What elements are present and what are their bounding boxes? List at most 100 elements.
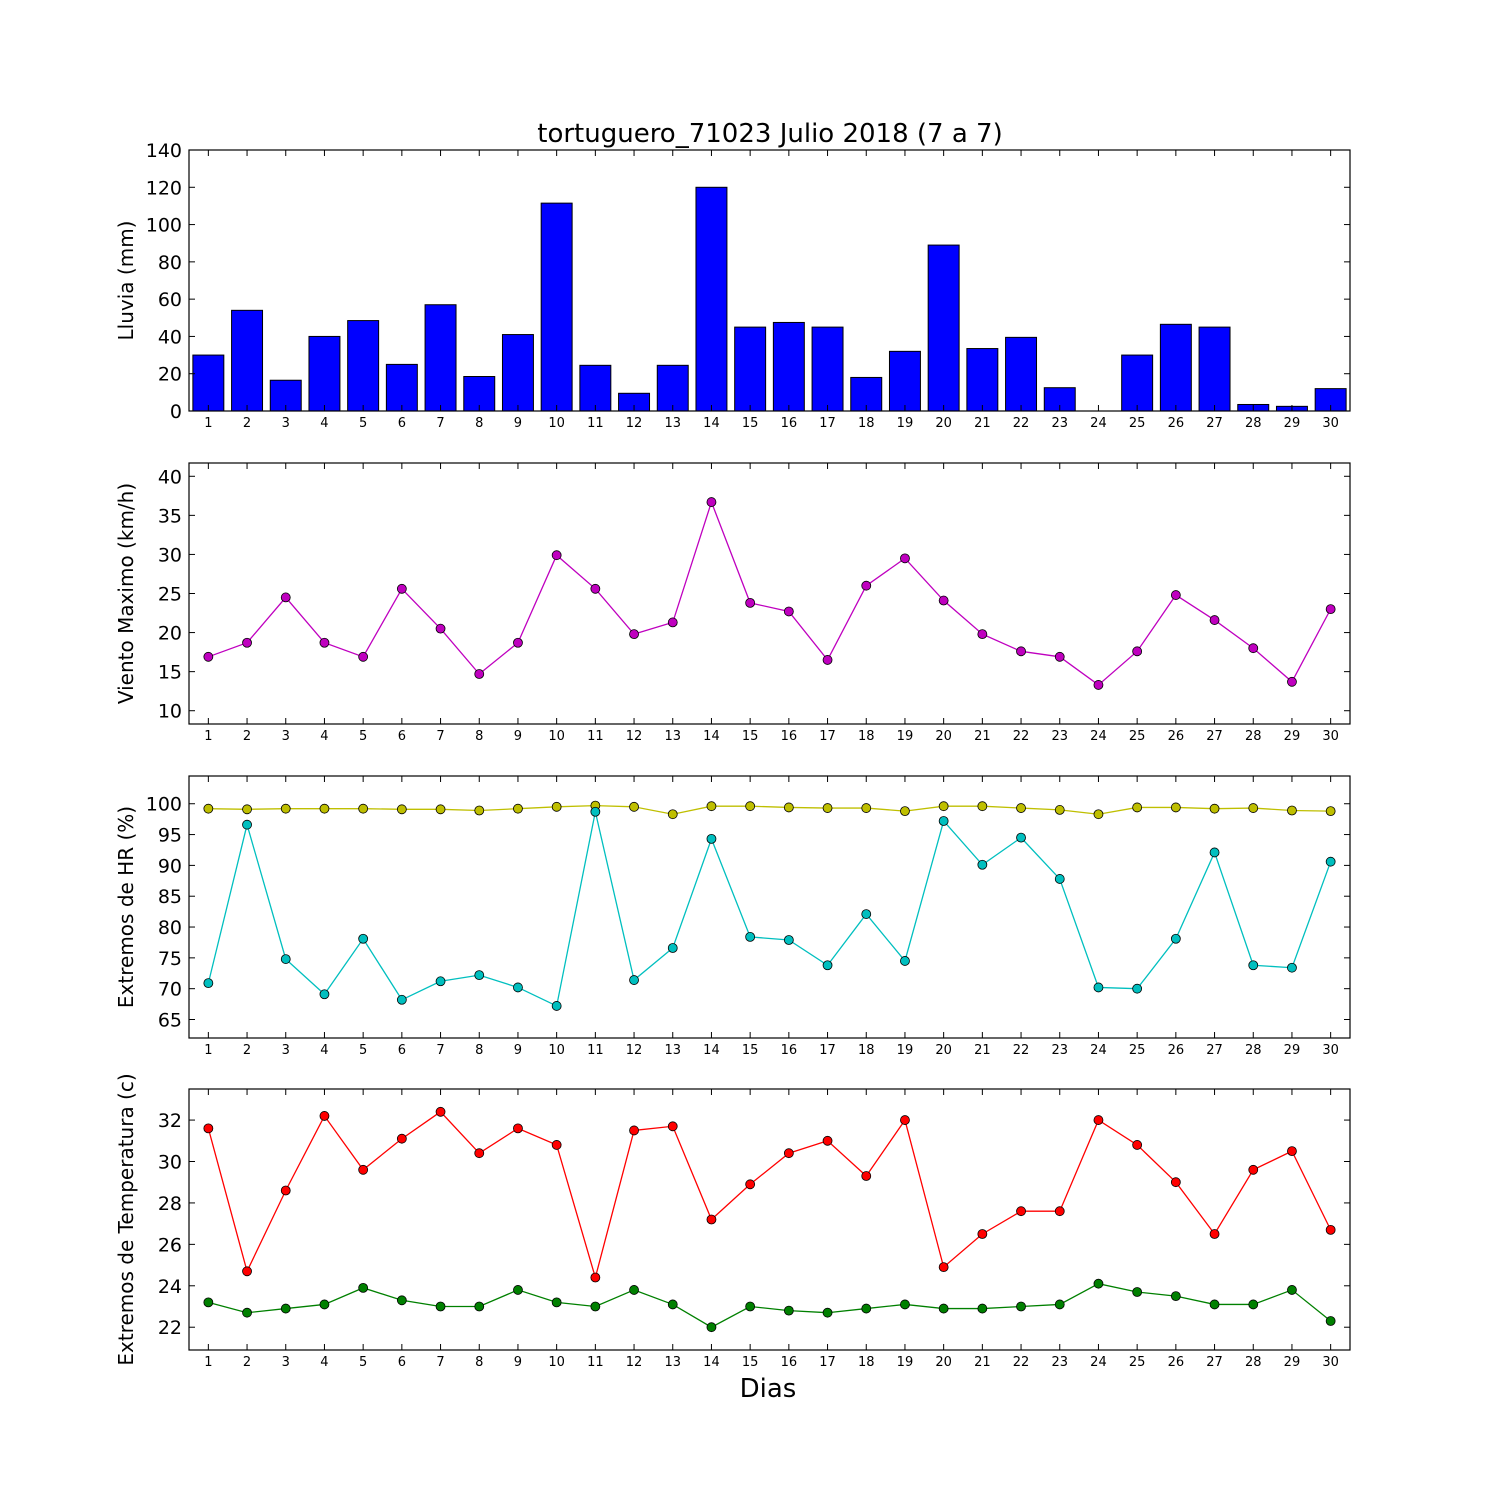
point-temperatura-s1-14: [706, 1214, 717, 1225]
point-hr-s2-21: [977, 859, 988, 870]
x-tick-label-lluvia: 6: [398, 416, 406, 431]
x-tick-label-viento: 23: [1051, 729, 1068, 744]
x-tick-label-lluvia: 27: [1206, 416, 1223, 431]
x-tick-label-hr: 6: [398, 1043, 406, 1058]
point-temperatura-s1-6: [396, 1133, 407, 1144]
x-tick-label-viento: 14: [703, 729, 720, 744]
x-tick-label-lluvia: 18: [858, 416, 875, 431]
y-tick-label-viento: 35: [158, 505, 182, 527]
point-viento-s1-21: [977, 629, 988, 640]
point-temperatura-s1-24: [1093, 1115, 1104, 1125]
x-tick-label-temperatura: 10: [548, 1355, 565, 1370]
x-tick-label-temperatura: 12: [626, 1355, 643, 1370]
point-viento-s1-19: [900, 553, 910, 564]
point-temperatura-s2-21: [977, 1303, 988, 1314]
point-viento-s1-11: [590, 583, 601, 594]
x-tick-label-temperatura: 6: [398, 1355, 406, 1370]
point-viento-s1-26: [1170, 590, 1181, 600]
x-tick-label-viento: 5: [359, 729, 367, 744]
point-temperatura-s1-8: [474, 1148, 485, 1159]
point-temperatura-s2-29: [1287, 1285, 1297, 1295]
x-tick-label-temperatura: 17: [819, 1355, 836, 1370]
y-tick-label-hr: 95: [158, 825, 182, 847]
bar-lluvia-19: [888, 350, 921, 412]
x-tick-label-lluvia: 17: [819, 416, 836, 431]
point-viento-s1-29: [1287, 676, 1297, 687]
point-temperatura-s2-5: [358, 1282, 369, 1293]
x-tick-label-hr: 9: [514, 1043, 522, 1058]
point-hr-s1-24: [1093, 809, 1104, 820]
point-hr-s1-1: [203, 803, 214, 814]
x-tick-label-hr: 25: [1129, 1043, 1146, 1058]
point-temperatura-s2-26: [1170, 1291, 1181, 1302]
point-hr-s2-4: [319, 989, 330, 1000]
x-tick-label-hr: 20: [935, 1043, 952, 1058]
point-temperatura-s1-4: [319, 1111, 330, 1121]
y-tick-label-viento: 40: [158, 466, 182, 488]
y-tick-label-viento: 10: [158, 701, 182, 723]
point-hr-s2-10: [551, 1001, 562, 1011]
point-hr-s2-19: [900, 956, 910, 966]
x-tick-label-viento: 3: [282, 729, 290, 744]
x-tick-label-hr: 27: [1206, 1043, 1223, 1058]
series-line-temperatura-2: [208, 1283, 1332, 1328]
point-temperatura-s2-10: [551, 1297, 562, 1308]
x-tick-label-temperatura: 9: [514, 1355, 522, 1370]
axes-frame-lluvia: [188, 149, 1351, 412]
x-tick-label-viento: 20: [935, 729, 952, 744]
point-hr-s1-30: [1325, 806, 1336, 817]
x-tick-label-viento: 29: [1284, 729, 1301, 744]
x-tick-label-viento: 6: [398, 729, 406, 744]
point-temperatura-s2-23: [1054, 1299, 1065, 1310]
x-tick-label-lluvia: 3: [282, 416, 290, 431]
bar-lluvia-6: [385, 363, 418, 412]
y-tick-label-viento: 25: [158, 584, 182, 606]
x-axis-label: Dias: [740, 1374, 797, 1404]
point-hr-s2-20: [938, 816, 949, 826]
point-hr-s1-16: [783, 802, 794, 813]
x-tick-label-temperatura: 22: [1013, 1355, 1030, 1370]
point-temperatura-s1-21: [977, 1229, 988, 1239]
point-hr-s1-8: [474, 805, 485, 816]
x-tick-label-hr: 28: [1245, 1043, 1262, 1058]
point-viento-s1-17: [822, 655, 833, 665]
series-line-viento-1: [208, 500, 1332, 686]
point-hr-s2-27: [1209, 847, 1220, 858]
point-viento-s1-10: [551, 550, 562, 561]
point-hr-s2-12: [629, 975, 639, 985]
x-tick-label-lluvia: 13: [664, 416, 681, 431]
bar-lluvia-9: [501, 334, 534, 412]
bar-lluvia-10: [540, 202, 573, 412]
point-viento-s1-14: [706, 497, 717, 507]
x-tick-label-viento: 11: [587, 729, 604, 744]
x-tick-label-temperatura: 2: [243, 1355, 251, 1370]
point-viento-s1-6: [396, 583, 407, 594]
x-tick-label-lluvia: 12: [626, 416, 643, 431]
chart-title: tortuguero_71023 Julio 2018 (7 a 7): [537, 119, 1002, 149]
point-temperatura-s1-17: [822, 1135, 833, 1146]
point-hr-s2-3: [280, 954, 291, 964]
bar-lluvia-7: [424, 304, 457, 412]
point-temperatura-s1-5: [358, 1164, 369, 1175]
point-temperatura-s2-3: [280, 1303, 291, 1314]
point-hr-s2-25: [1132, 983, 1143, 994]
point-temperatura-s2-27: [1209, 1299, 1220, 1310]
x-tick-label-viento: 24: [1090, 729, 1107, 744]
x-tick-label-hr: 23: [1051, 1043, 1068, 1058]
series-line-temperatura-1: [207, 1110, 1332, 1280]
point-temperatura-s1-15: [745, 1179, 756, 1190]
y-tick-label-temperatura: 24: [158, 1276, 182, 1298]
point-temperatura-s2-14: [706, 1322, 717, 1333]
point-hr-s2-16: [783, 935, 794, 945]
point-hr-s1-12: [629, 801, 639, 812]
y-tick-label-lluvia: 140: [146, 140, 182, 162]
point-hr-s1-28: [1248, 803, 1259, 813]
x-tick-label-hr: 24: [1090, 1043, 1107, 1058]
point-hr-s1-23: [1054, 805, 1065, 815]
x-tick-label-lluvia: 1: [204, 416, 212, 431]
point-hr-s1-2: [242, 804, 252, 815]
x-tick-label-temperatura: 21: [974, 1355, 991, 1370]
